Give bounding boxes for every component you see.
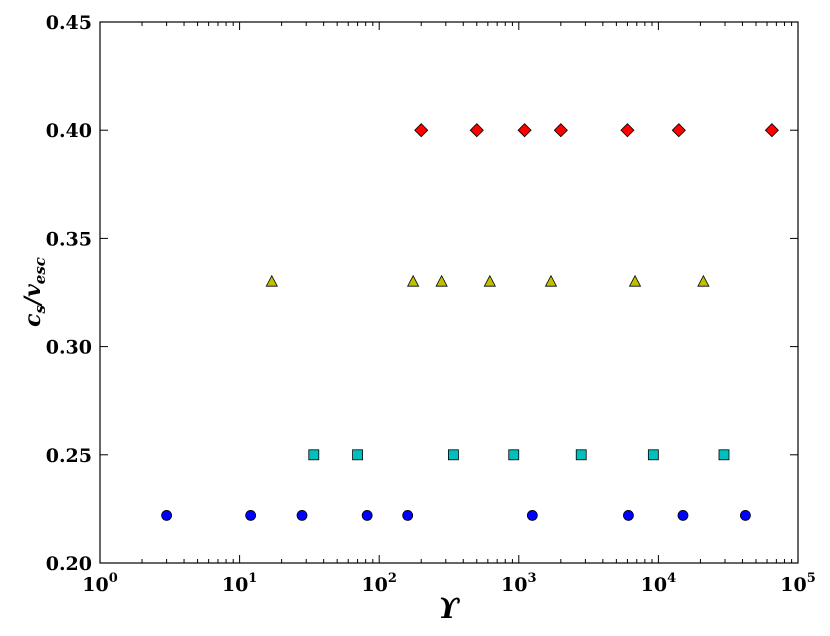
markers-layer bbox=[161, 123, 779, 521]
data-point-circle bbox=[296, 509, 308, 521]
data-point-diamond bbox=[764, 123, 779, 138]
data-point-diamond bbox=[620, 123, 635, 138]
data-point-square bbox=[718, 449, 730, 461]
y-tick-label: 0.40 bbox=[46, 120, 92, 142]
y-axis-label-sub1: s bbox=[31, 305, 49, 314]
data-point-square bbox=[575, 449, 587, 461]
data-point-circle bbox=[623, 509, 634, 521]
x-tick-label: 102 bbox=[361, 571, 397, 596]
x-tick-label: 104 bbox=[641, 571, 677, 596]
data-point-triangle bbox=[544, 274, 558, 287]
y-tick-label: 0.45 bbox=[46, 12, 92, 34]
y-tick-label: 0.20 bbox=[46, 553, 92, 575]
data-point-circle bbox=[526, 509, 538, 521]
y-axis-label: cs/vesc bbox=[20, 257, 49, 327]
tick-labels-layer: 100 101 102 103 104 1050.200.250.300.350.400.… bbox=[46, 12, 816, 596]
y-tick-label: 0.25 bbox=[46, 445, 92, 467]
x-tick-label: 100 bbox=[82, 571, 118, 596]
data-point-diamond bbox=[671, 123, 686, 138]
plot-area bbox=[99, 21, 799, 564]
y-tick-label: 0.30 bbox=[46, 337, 92, 359]
data-point-diamond bbox=[469, 123, 484, 138]
data-point-square bbox=[647, 449, 659, 461]
ticks-layer bbox=[99, 21, 799, 564]
x-tick-label: 105 bbox=[780, 571, 816, 596]
y-axis-label-slash: /v bbox=[20, 284, 46, 307]
x-tick-label: 101 bbox=[222, 571, 258, 596]
y-axis-label-main: c bbox=[20, 313, 46, 327]
x-tick-label-exponent: 5 bbox=[807, 571, 816, 586]
data-point-square bbox=[447, 449, 459, 461]
data-point-triangle bbox=[697, 274, 710, 287]
data-point-diamond bbox=[517, 123, 532, 138]
data-point-triangle bbox=[435, 274, 448, 287]
x-tick-label-exponent: 4 bbox=[667, 571, 676, 586]
data-point-triangle bbox=[628, 274, 642, 287]
data-point-square bbox=[308, 449, 320, 461]
x-tick-label-base: 10 bbox=[361, 574, 387, 596]
data-point-circle bbox=[402, 509, 414, 521]
x-tick-label-base: 10 bbox=[222, 574, 248, 596]
data-point-diamond bbox=[553, 123, 568, 138]
y-axis-label-sub2: esc bbox=[31, 257, 49, 284]
x-tick-label-base: 10 bbox=[82, 574, 108, 596]
data-point-circle bbox=[361, 509, 373, 521]
data-point-circle bbox=[245, 509, 257, 521]
x-tick-label-exponent: 3 bbox=[528, 571, 537, 586]
data-point-circle bbox=[677, 509, 689, 521]
data-point-triangle bbox=[483, 274, 496, 287]
data-point-circle bbox=[161, 509, 173, 521]
x-tick-label-exponent: 1 bbox=[248, 571, 257, 586]
x-tick-label-base: 10 bbox=[641, 574, 667, 596]
x-tick-label-exponent: 2 bbox=[388, 571, 397, 586]
x-tick-label: 103 bbox=[501, 571, 537, 596]
data-point-triangle bbox=[406, 274, 420, 287]
data-point-square bbox=[508, 449, 520, 461]
x-tick-label-base: 10 bbox=[501, 574, 527, 596]
y-tick-label: 0.35 bbox=[46, 228, 92, 250]
data-point-triangle bbox=[265, 274, 278, 287]
data-point-circle bbox=[740, 509, 751, 521]
x-tick-label-exponent: 0 bbox=[109, 571, 118, 586]
x-tick-label-base: 10 bbox=[780, 574, 806, 596]
x-axis-label: ϒ bbox=[438, 592, 460, 625]
data-point-diamond bbox=[414, 123, 429, 138]
data-point-square bbox=[352, 449, 363, 461]
